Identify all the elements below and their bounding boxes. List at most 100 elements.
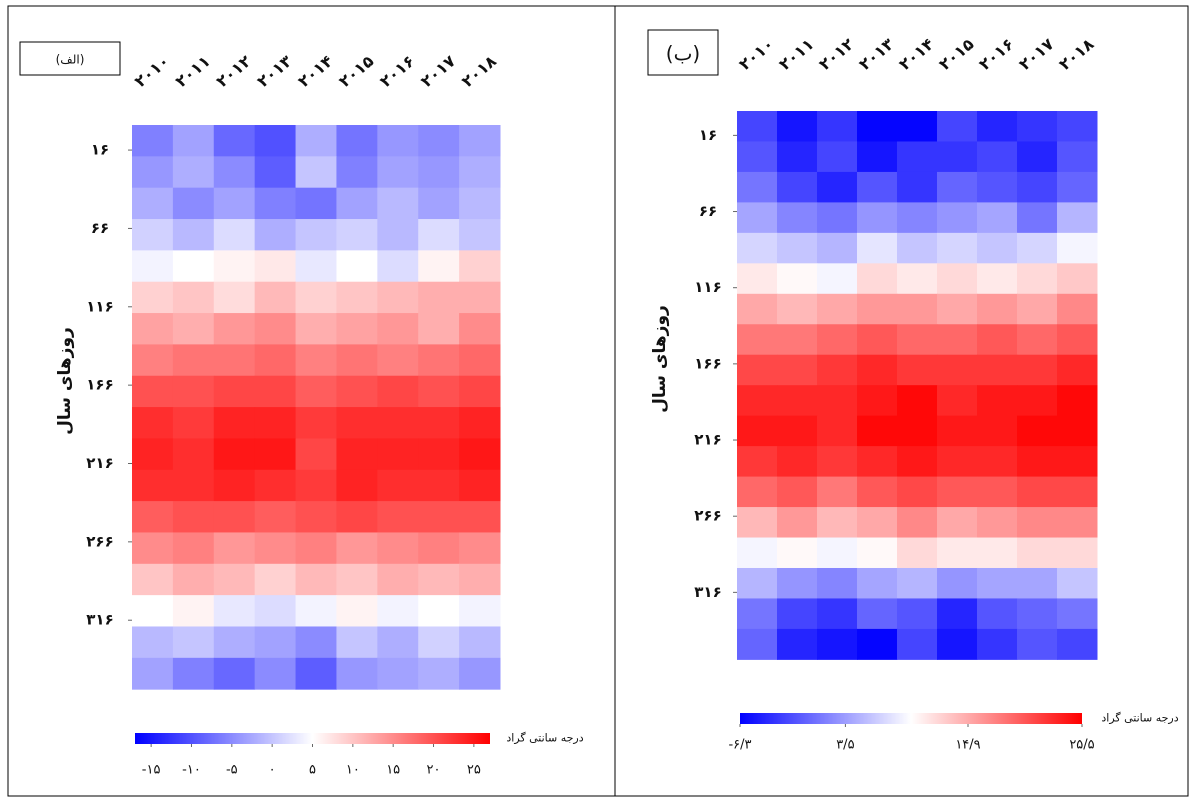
heatmap-cell: [418, 501, 460, 533]
heatmap-cell: [459, 125, 501, 157]
heatmap-cell: [857, 263, 898, 295]
heatmap-cell: [777, 446, 818, 478]
heatmap-cell: [132, 219, 174, 251]
heatmap-cell: [737, 354, 778, 386]
heatmap-cell: [777, 263, 818, 295]
heatmap-cell: [937, 476, 978, 508]
heatmap-cell: [1057, 385, 1098, 417]
heatmap-cell: [1057, 415, 1098, 447]
heatmap-cell: [132, 344, 174, 377]
heatmap-cell: [1057, 141, 1098, 173]
colorbar: [740, 713, 1082, 724]
heatmap-cell: [336, 595, 378, 627]
heatmap-cell: [132, 156, 174, 189]
heatmap-cell: [295, 407, 337, 439]
y-axis-label: روزهای سال: [55, 327, 75, 435]
heatmap-cell: [1057, 537, 1098, 569]
heatmap-cell: [295, 156, 337, 189]
heatmap-cell: [254, 156, 297, 189]
heatmap-cell: [132, 125, 174, 157]
heatmap-cell: [336, 501, 378, 533]
heatmap-cell: [295, 469, 337, 502]
heatmap-cell: [897, 628, 938, 660]
heatmap-cell: [937, 446, 978, 478]
heatmap-cell: [817, 385, 858, 417]
heatmap-cell: [857, 476, 898, 508]
heatmap-cell: [937, 598, 978, 630]
heatmap-cell: [777, 141, 818, 173]
heatmap-cell: [777, 202, 818, 234]
heatmap-cell: [817, 446, 858, 478]
heatmap-cell: [418, 219, 460, 251]
heatmap-cell: [459, 469, 501, 502]
heatmap-cell: [377, 438, 419, 471]
heatmap-cell: [336, 187, 378, 220]
label-box: [19, 41, 121, 76]
heatmap-cell: [897, 598, 938, 630]
heatmap-cell: [977, 567, 1018, 599]
heatmap-cell: [336, 657, 378, 690]
heatmap-cell: [336, 438, 378, 471]
heatmap-cell: [737, 567, 778, 599]
heatmap-cell: [777, 324, 818, 356]
heatmap-cell: [977, 232, 1018, 264]
colorbar-tick-label: ۲۵/۵: [1069, 738, 1094, 753]
heatmap-cell: [977, 354, 1018, 386]
heatmap-cell: [977, 263, 1018, 295]
heatmap-cell: [213, 407, 256, 439]
colorbar-tick-label: ۱۰: [346, 763, 360, 778]
heatmap-cell: [295, 187, 337, 220]
y-tick-label: ۲۱۶: [86, 454, 113, 472]
heatmap-cell: [377, 187, 419, 220]
y-tick-label: ۳۱۶: [86, 611, 113, 629]
heatmap-cell: [777, 476, 818, 508]
heatmap-cell: [1017, 385, 1058, 417]
heatmap-cell: [817, 263, 858, 295]
heatmap-cell: [254, 595, 297, 627]
heatmap-cell: [418, 469, 460, 502]
heatmap-cell: [377, 469, 419, 502]
heatmap-cell: [377, 281, 419, 314]
heatmap-cell: [295, 281, 337, 314]
heatmap-cell: [937, 567, 978, 599]
heatmap-cell: [897, 141, 938, 173]
heatmap-cell: [254, 375, 297, 408]
x-tick-label: ۲۰۱۴: [895, 34, 937, 74]
heatmap-cell: [1057, 263, 1098, 295]
heatmap-cell: [418, 657, 460, 690]
heatmap-cell: [937, 628, 978, 660]
heatmap-cell: [418, 438, 460, 471]
heatmap-cell: [213, 156, 256, 189]
heatmap-cell: [459, 281, 501, 314]
heatmap-cell: [213, 532, 256, 565]
panel-label: (ب): [666, 42, 700, 66]
heatmap-cell: [418, 626, 460, 659]
heatmap-cell: [377, 532, 419, 565]
colorbar-tick-label: ۲۵: [467, 763, 481, 778]
heatmap-cell: [295, 250, 337, 283]
heatmap-cell: [418, 281, 460, 314]
heatmap-cell: [897, 263, 938, 295]
heatmap-cell: [857, 567, 898, 599]
heatmap-cell: [897, 111, 938, 142]
y-tick-label: ۲۶۶: [86, 532, 113, 550]
heatmap-cell: [1017, 598, 1058, 630]
x-tick-label: ۲۰۱۲: [815, 34, 857, 74]
y-tick-label: ۱۱۶: [86, 297, 113, 315]
heatmap-cell: [857, 354, 898, 386]
heatmap-cell: [459, 313, 501, 345]
frame: [7, 5, 1189, 797]
heatmap-cell: [132, 250, 174, 283]
heatmap-cell: [213, 626, 256, 659]
heatmap-cell: [377, 626, 419, 659]
heatmap-cell: [172, 344, 215, 377]
heatmap-cell: [336, 125, 378, 157]
colorbar-tick-label: -۶/۳: [728, 738, 751, 753]
heatmap-cell: [377, 250, 419, 283]
heatmap-cell: [172, 187, 215, 220]
heatmap-cell: [377, 595, 419, 627]
colorbar-tick-label: -۵: [226, 763, 238, 778]
heatmap-cell: [172, 281, 215, 314]
heatmap-cell: [336, 156, 378, 189]
heatmap-cell: [977, 446, 1018, 478]
